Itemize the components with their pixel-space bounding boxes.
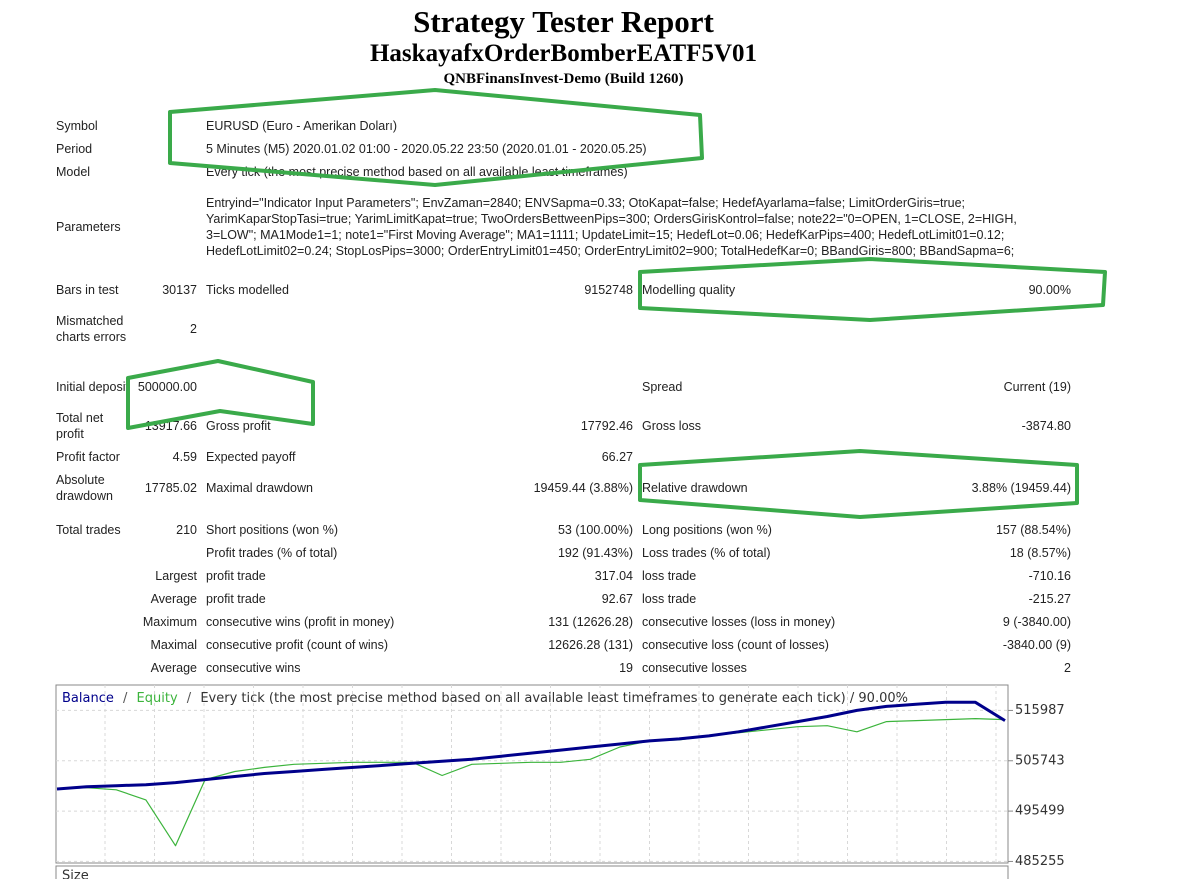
field-value: Current (19) bbox=[1003, 380, 1071, 394]
row-value: 17785.02 bbox=[144, 481, 197, 495]
y-tick-label: 485255 bbox=[1015, 854, 1065, 869]
field-value: -3840.00 (9) bbox=[1002, 638, 1071, 652]
row-label: Total net profit bbox=[56, 411, 104, 441]
legend-separator: / bbox=[123, 691, 128, 706]
row-value: Maximum bbox=[142, 615, 197, 629]
field-label: Spread bbox=[642, 380, 683, 394]
field-value: 19459.44 (3.88%) bbox=[533, 481, 633, 495]
field-label: Expected payoff bbox=[206, 450, 296, 464]
field-label: Long positions (won %) bbox=[642, 523, 772, 537]
row-label: Symbol bbox=[56, 119, 98, 133]
field-value: 2 bbox=[1064, 661, 1071, 675]
field-label: Gross profit bbox=[206, 419, 271, 433]
field-label: profit trade bbox=[206, 592, 266, 606]
row-label: Period bbox=[56, 142, 93, 156]
row-value: Entryind="Indicator Input Parameters"; E… bbox=[206, 196, 1017, 258]
series-line bbox=[56, 700, 1006, 791]
field-value: -710.16 bbox=[1028, 569, 1071, 583]
field-value: 18 (8.57%) bbox=[1009, 546, 1071, 560]
field-label: profit trade bbox=[206, 569, 266, 583]
field-value: 92.67 bbox=[601, 592, 633, 606]
field-label: consecutive losses bbox=[642, 661, 747, 675]
row-value: 30137 bbox=[162, 283, 197, 297]
field-value: 317.04 bbox=[594, 569, 633, 583]
field-value: 9 (-3840.00) bbox=[1002, 615, 1071, 629]
row-value: Average bbox=[150, 661, 197, 675]
field-label: consecutive wins bbox=[206, 661, 301, 675]
annotations bbox=[126, 88, 1107, 519]
field-label: consecutive wins (profit in money) bbox=[206, 615, 395, 629]
plot-frame bbox=[55, 684, 1009, 864]
row-value: Largest bbox=[155, 569, 197, 583]
y-tick-label: 515987 bbox=[1015, 703, 1065, 718]
field-value: 9152748 bbox=[584, 283, 633, 297]
legend-entry: Equity bbox=[137, 691, 178, 706]
field-label: Short positions (won %) bbox=[206, 523, 339, 537]
chart-legend: Balance / Equity / Every tick (the most … bbox=[62, 691, 908, 706]
field-label: Gross loss bbox=[642, 419, 702, 433]
row-label: Mismatched charts errors bbox=[56, 314, 127, 344]
row-value: Average bbox=[150, 592, 197, 606]
field-label: loss trade bbox=[642, 592, 697, 606]
highlight-box bbox=[638, 257, 1107, 322]
field-label: Modelling quality bbox=[642, 283, 736, 297]
y-tick-label: 505743 bbox=[1015, 753, 1065, 768]
row-label: Initial deposit bbox=[56, 380, 129, 394]
field-value: -3874.80 bbox=[1021, 419, 1071, 433]
row-value: 2 bbox=[190, 322, 197, 336]
field-label: Loss trades (% of total) bbox=[642, 546, 771, 560]
row-value: 500000.00 bbox=[137, 380, 197, 394]
size-label: Size bbox=[62, 869, 89, 879]
field-label: Maximal drawdown bbox=[206, 481, 313, 495]
legend-separator: / bbox=[187, 691, 192, 706]
row-value: 210 bbox=[176, 523, 197, 537]
field-value: -215.27 bbox=[1028, 592, 1071, 606]
field-value: 19 bbox=[619, 661, 633, 675]
field-value: 131 (12626.28) bbox=[548, 615, 633, 629]
field-label: consecutive loss (count of losses) bbox=[642, 638, 829, 652]
row-label: Bars in test bbox=[56, 283, 119, 297]
field-value: 192 (91.43%) bbox=[557, 546, 633, 560]
row-label: Model bbox=[56, 165, 91, 179]
field-label: loss trade bbox=[642, 569, 697, 583]
row-value: Maximal bbox=[150, 638, 197, 652]
row-label: Total trades bbox=[56, 523, 121, 537]
row-value: 4.59 bbox=[172, 450, 197, 464]
field-label: consecutive losses (loss in money) bbox=[642, 615, 836, 629]
field-value: 66.27 bbox=[601, 450, 633, 464]
size-panel bbox=[55, 865, 1009, 879]
field-value: 53 (100.00%) bbox=[557, 523, 633, 537]
legend-note: Every tick (the most precise method base… bbox=[200, 691, 908, 706]
highlight-box bbox=[126, 359, 315, 430]
highlight-box bbox=[638, 449, 1079, 519]
field-value: 90.00% bbox=[1028, 283, 1071, 297]
server-name: QNBFinansInvest-Demo (Build 1260) bbox=[443, 71, 684, 87]
row-label: Parameters bbox=[56, 220, 121, 234]
row-value: 5 Minutes (M5) 2020.01.02 01:00 - 2020.0… bbox=[206, 142, 647, 156]
row-label: Absolute drawdown bbox=[56, 473, 113, 503]
field-label: Relative drawdown bbox=[642, 481, 748, 495]
field-value: 157 (88.54%) bbox=[995, 523, 1071, 537]
field-value: 17792.46 bbox=[580, 419, 633, 433]
row-value: EURUSD (Euro - Amerikan Doları) bbox=[206, 119, 398, 133]
field-value: 12626.28 (131) bbox=[548, 638, 633, 652]
row-label: Profit factor bbox=[56, 450, 120, 464]
field-label: Profit trades (% of total) bbox=[206, 546, 338, 560]
field-value: 3.88% (19459.44) bbox=[971, 481, 1071, 495]
field-label: consecutive profit (count of wins) bbox=[206, 638, 389, 652]
series-line bbox=[56, 718, 1006, 847]
legend-entry: Balance bbox=[62, 691, 114, 706]
y-tick-label: 495499 bbox=[1015, 804, 1065, 819]
expert-name: HaskayafxOrderBomberEATF5V01 bbox=[369, 40, 757, 67]
field-label: Ticks modelled bbox=[206, 283, 289, 297]
report-title: Strategy Tester Report bbox=[413, 4, 714, 39]
highlight-box bbox=[168, 88, 704, 187]
